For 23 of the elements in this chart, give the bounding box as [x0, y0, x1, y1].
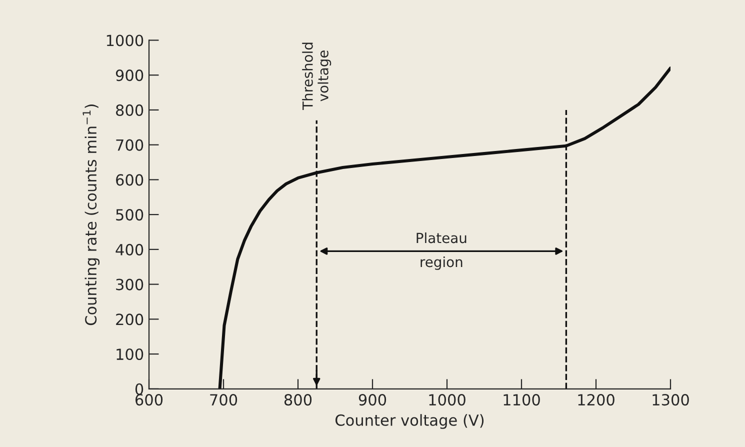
y-tick-label: 500: [116, 209, 144, 221]
x-tick-label: 700: [210, 394, 238, 406]
y-tick-label: 100: [116, 348, 144, 360]
y-tick-label: 700: [116, 139, 144, 151]
y-tick-label: 300: [116, 278, 144, 290]
x-tick-label: 1300: [652, 394, 689, 406]
y-tick-label: 0: [135, 383, 144, 395]
x-axis-title: Counter voltage (V): [335, 414, 484, 429]
ref-line-label: Threshold voltage: [302, 42, 332, 110]
x-tick-label: 1200: [578, 394, 614, 406]
y-tick-label: 1000: [106, 34, 144, 46]
x-tick-label: 600: [135, 394, 163, 406]
x-tick-label: 900: [358, 394, 386, 406]
y-tick-label: 800: [116, 104, 144, 116]
y-tick-label: 400: [116, 244, 144, 256]
annotation: Plateau region: [416, 232, 466, 270]
x-tick-label: 1100: [504, 394, 540, 406]
x-tick-label: 800: [284, 394, 312, 406]
y-tick-label: 600: [116, 174, 144, 186]
y-tick-label: 200: [116, 314, 144, 326]
y-axis-title: Counting rate (counts min$^{−1}$): [82, 104, 100, 326]
x-tick-label: 1000: [429, 394, 466, 406]
y-tick-label: 900: [116, 70, 144, 82]
